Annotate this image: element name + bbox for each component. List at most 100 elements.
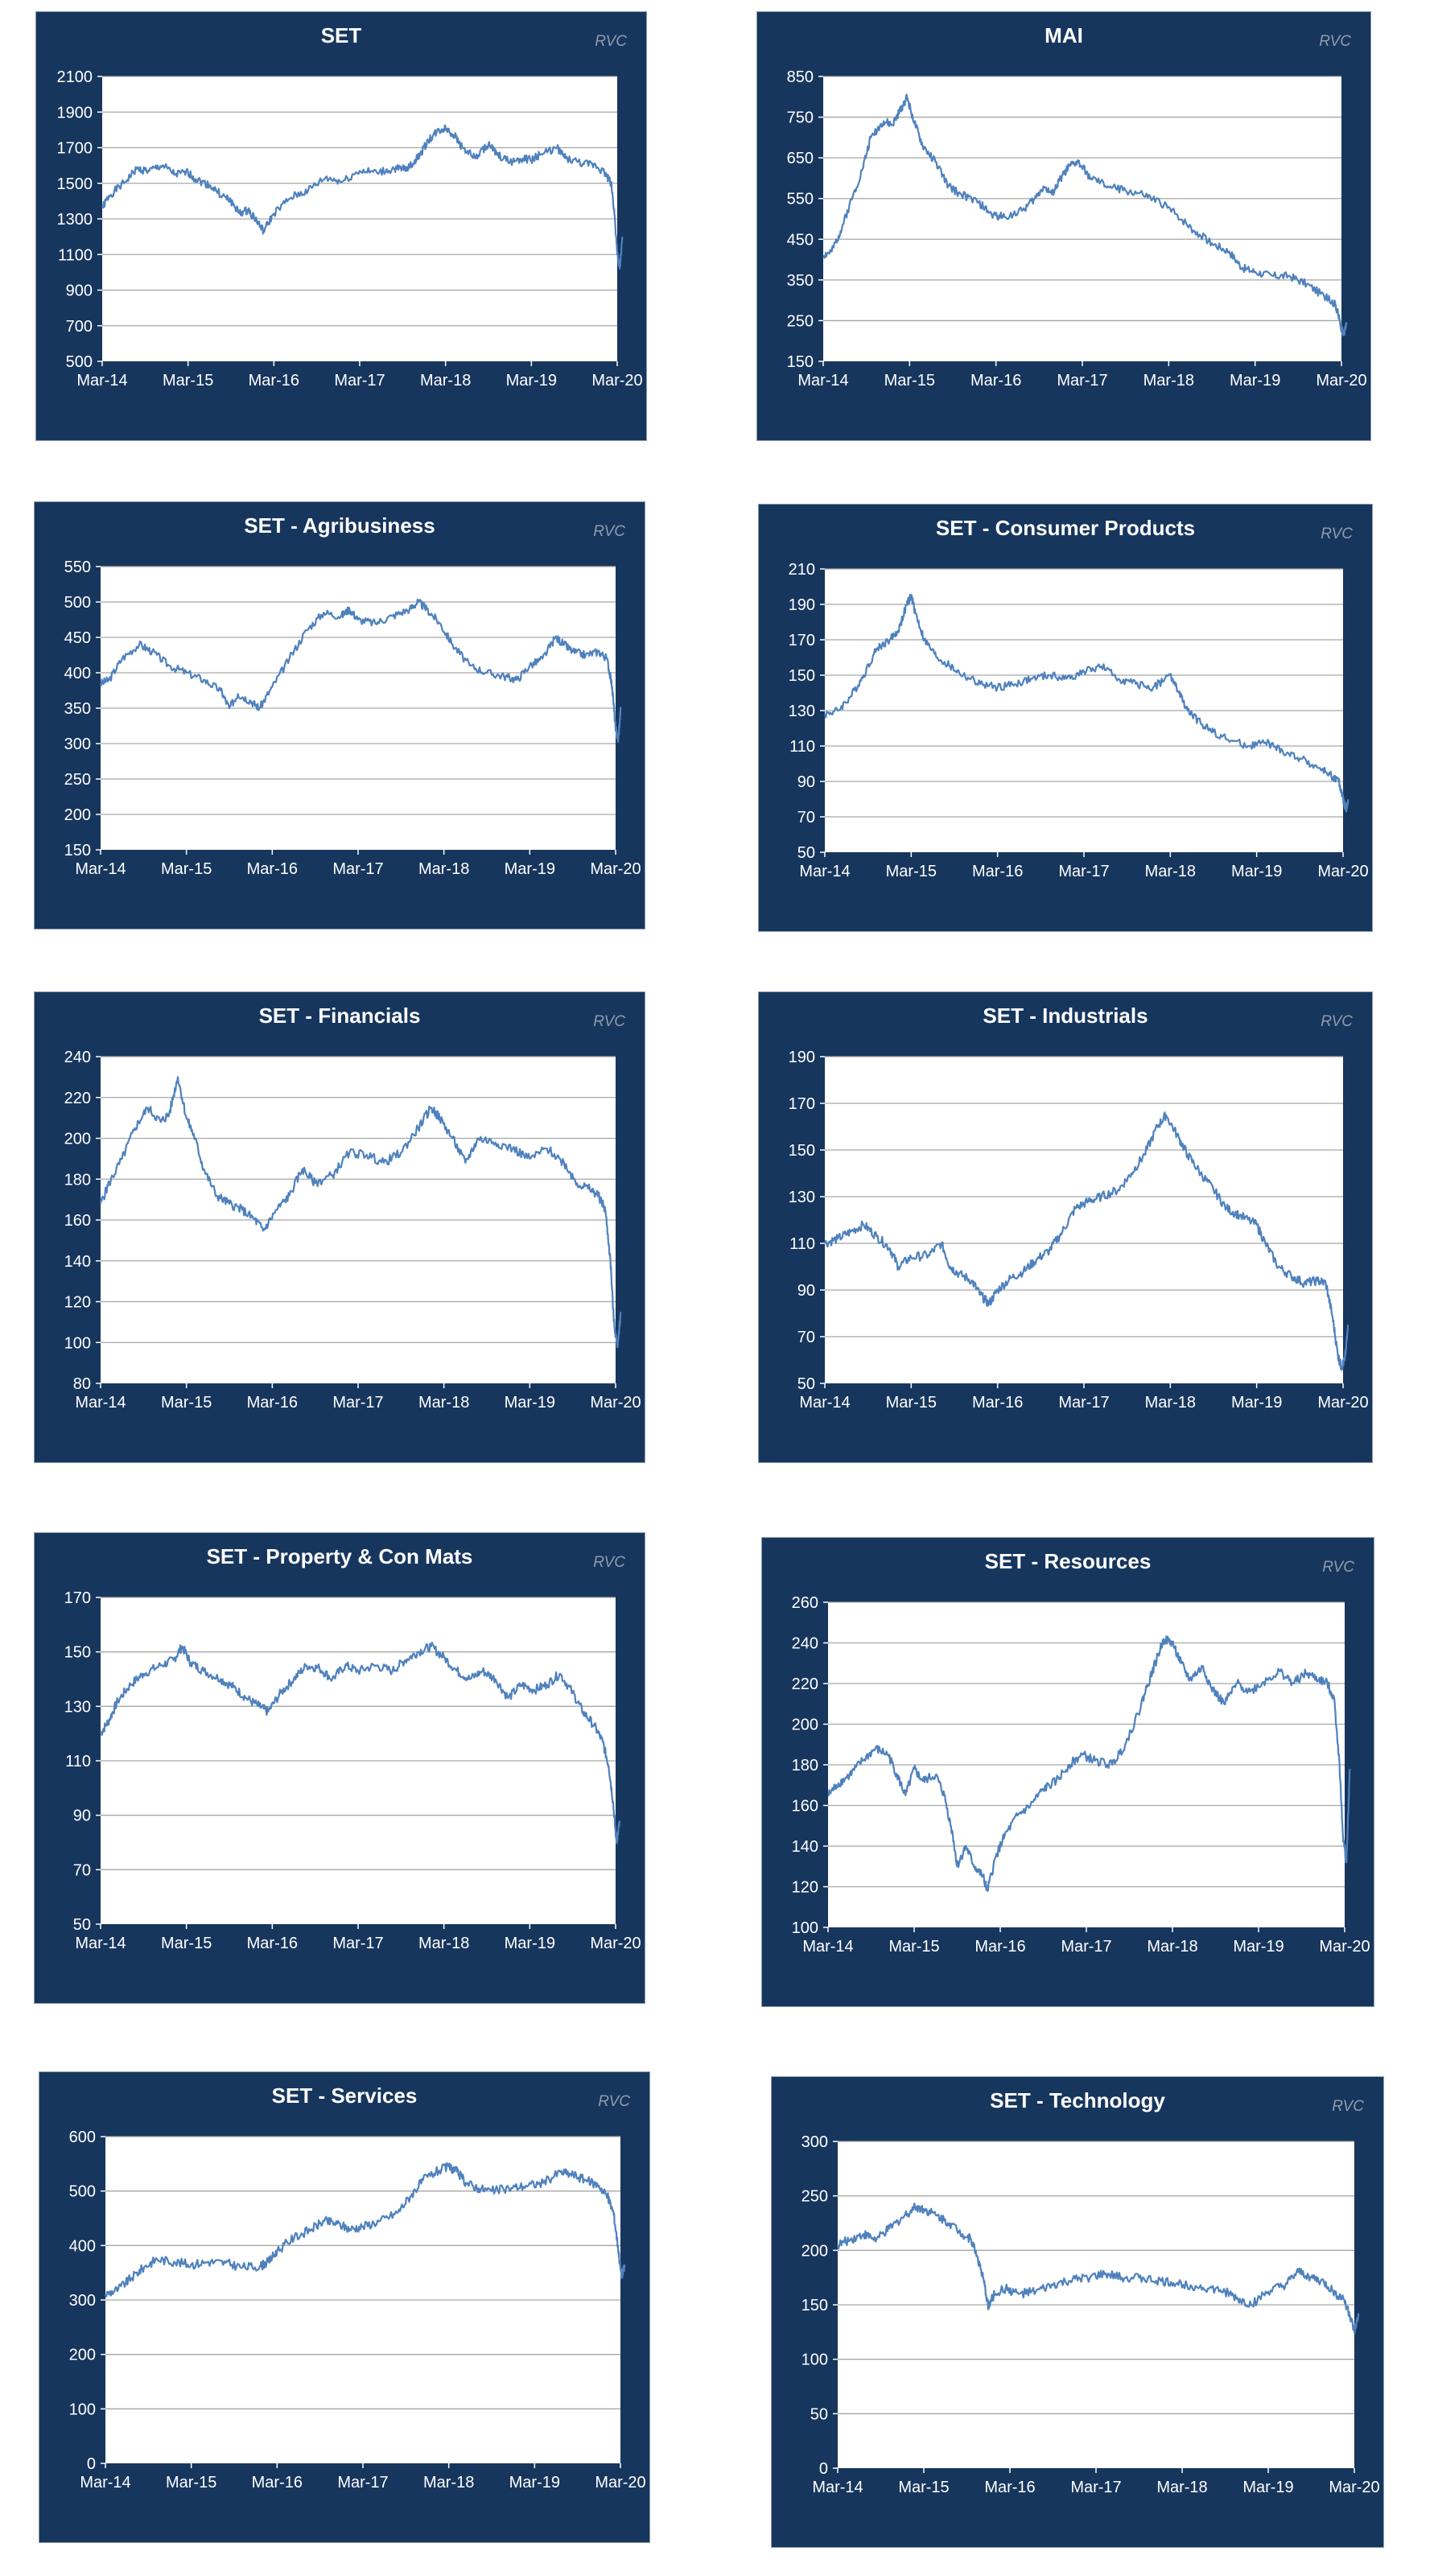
y-tick-label: 700 — [66, 318, 93, 336]
x-tick-label: Mar-17 — [337, 2474, 388, 2492]
y-tick-label: 50 — [797, 844, 815, 862]
x-tick-label: Mar-20 — [1317, 863, 1368, 880]
x-tick-label: Mar-16 — [972, 1394, 1023, 1412]
chart-source-label: RVC — [593, 1554, 625, 1571]
y-tick-label: 500 — [69, 2183, 96, 2201]
chart-panel-set-consumer-products: SET - Consumer Products RVC 50 70 90 110 130 15… — [758, 504, 1373, 932]
x-tick-label: Mar-16 — [249, 372, 299, 389]
chart-title: SET - Resources — [984, 1549, 1152, 1573]
y-tick-label: 1100 — [58, 246, 93, 264]
x-tick-label: Mar-20 — [1319, 1938, 1370, 1956]
x-tick-label: Mar-18 — [423, 2474, 474, 2492]
x-tick-label: Mar-20 — [595, 2474, 645, 2492]
series-line — [99, 1642, 621, 1844]
x-tick-label: Mar-14 — [799, 1394, 850, 1412]
chart-svg: 500 700 900 1100 1300 1500 1700 1900 2100 Mar-14 M… — [57, 68, 643, 389]
y-tick-label: 130 — [789, 703, 815, 720]
x-tick-label: Mar-20 — [590, 860, 641, 878]
chart-title: MAI — [1045, 23, 1083, 47]
y-tick-label: 100 — [69, 2401, 96, 2418]
y-tick-label: 100 — [801, 2351, 828, 2369]
y-tick-label: 750 — [787, 109, 814, 127]
x-tick-label: Mar-19 — [505, 860, 555, 878]
y-tick-label: 170 — [789, 1095, 815, 1113]
y-tick-label: 300 — [69, 2292, 96, 2310]
y-tick-label: 150 — [789, 1142, 815, 1160]
y-tick-label: 240 — [792, 1635, 818, 1653]
chart-source-label: RVC — [1332, 2098, 1364, 2115]
series-line — [823, 594, 1350, 813]
y-tick-label: 650 — [787, 150, 814, 167]
x-tick-label: Mar-14 — [80, 2474, 130, 2492]
chart-title: SET - Agribusiness — [244, 513, 435, 538]
y-tick-label: 220 — [64, 1090, 91, 1107]
x-tick-label: Mar-15 — [161, 1394, 212, 1412]
x-tick-label: Mar-15 — [886, 1394, 937, 1412]
y-tick-label: 500 — [64, 594, 91, 612]
x-tick-label: Mar-19 — [1242, 2479, 1293, 2496]
series-line — [99, 598, 622, 743]
y-tick-label: 500 — [66, 353, 93, 371]
y-tick-label: 350 — [787, 272, 814, 290]
y-tick-label: 110 — [789, 1235, 815, 1253]
x-tick-label: Mar-15 — [161, 860, 212, 878]
chart-title: SET — [320, 23, 362, 47]
x-tick-label: Mar-16 — [970, 372, 1021, 389]
chart-panel-set-resources: SET - Resources RVC 100 120 140 160 180 200 220 2… — [761, 1537, 1374, 2007]
y-tick-label: 70 — [797, 809, 815, 826]
y-tick-label: 300 — [64, 736, 91, 753]
x-tick-label: Mar-17 — [1057, 372, 1107, 389]
chart-svg: 0 100 200 300 400 500 600 Mar-14 Mar-15 Mar-16 Mar… — [69, 2129, 646, 2492]
x-tick-label: Mar-18 — [1145, 1394, 1196, 1412]
y-tick-label: 450 — [64, 629, 91, 647]
y-tick-label: 150 — [64, 1644, 91, 1662]
chart-svg: 150 250 350 450 550 650 750 850 Mar-14 Mar-15 Mar-… — [787, 68, 1367, 389]
y-tick-label: 90 — [797, 1282, 815, 1300]
y-tick-label: 170 — [64, 1589, 91, 1607]
y-tick-label: 450 — [787, 231, 814, 249]
x-tick-label: Mar-20 — [590, 1935, 641, 1952]
y-tick-label: 220 — [792, 1675, 818, 1693]
x-tick-label: Mar-20 — [1316, 372, 1366, 389]
chart-source-label: RVC — [1322, 1559, 1354, 1576]
chart-title: SET - Property & Con Mats — [206, 1544, 473, 1568]
y-tick-label: 130 — [789, 1189, 815, 1206]
x-tick-label: Mar-17 — [1058, 1394, 1109, 1412]
y-tick-label: 200 — [64, 1131, 91, 1148]
x-tick-label: Mar-14 — [75, 1394, 126, 1412]
y-tick-label: 120 — [792, 1879, 818, 1897]
x-tick-label: Mar-15 — [886, 863, 937, 880]
chart-source-label: RVC — [595, 33, 627, 50]
y-tick-label: 110 — [789, 738, 815, 756]
y-tick-label: 210 — [789, 561, 815, 579]
y-tick-label: 900 — [66, 282, 93, 300]
x-tick-label: Mar-14 — [799, 863, 850, 880]
y-tick-label: 0 — [87, 2455, 96, 2473]
x-tick-label: Mar-17 — [1070, 2479, 1121, 2496]
x-tick-label: Mar-16 — [247, 1935, 298, 1952]
y-tick-label: 400 — [64, 665, 91, 682]
x-tick-label: Mar-20 — [1317, 1394, 1368, 1412]
y-tick-label: 240 — [64, 1049, 91, 1066]
y-tick-label: 140 — [64, 1253, 91, 1271]
series-line — [822, 93, 1348, 336]
y-tick-label: 150 — [801, 2297, 828, 2314]
x-tick-label: Mar-14 — [802, 1938, 853, 1956]
chart-source-label: RVC — [598, 2093, 630, 2110]
x-tick-label: Mar-16 — [972, 863, 1023, 880]
y-tick-label: 120 — [64, 1294, 91, 1312]
y-tick-label: 300 — [801, 2133, 828, 2151]
x-tick-label: Mar-18 — [418, 860, 469, 878]
chart-panel-set-industrials: SET - Industrials RVC 50 70 90 110 130 150 170 19… — [758, 991, 1373, 1463]
y-tick-label: 600 — [69, 2129, 96, 2146]
x-tick-label: Mar-17 — [332, 1394, 383, 1412]
y-tick-label: 100 — [64, 1334, 91, 1352]
series-line — [99, 1076, 622, 1349]
x-tick-label: Mar-20 — [590, 1394, 641, 1412]
chart-title: SET - Industrials — [983, 1004, 1148, 1028]
y-tick-label: 70 — [797, 1329, 815, 1346]
x-tick-label: Mar-14 — [76, 372, 127, 389]
y-tick-label: 550 — [64, 558, 91, 576]
y-tick-label: 150 — [789, 667, 815, 685]
x-tick-label: Mar-17 — [332, 860, 383, 878]
